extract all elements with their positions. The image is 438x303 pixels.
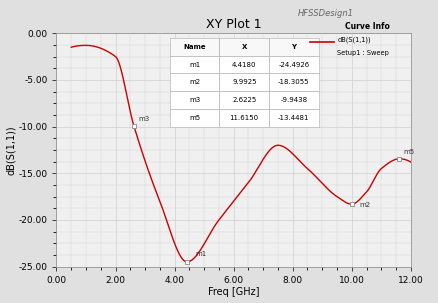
Text: m1: m1 [196, 251, 207, 257]
Text: Curve Info: Curve Info [346, 22, 390, 32]
Text: dB(S(1,1)): dB(S(1,1)) [337, 37, 371, 44]
Title: XY Plot 1: XY Plot 1 [206, 18, 261, 31]
Text: HFSSDesign1: HFSSDesign1 [298, 9, 354, 18]
Text: m2: m2 [359, 202, 370, 208]
Y-axis label: dB(S(1,1)): dB(S(1,1)) [6, 125, 16, 175]
Text: Setup1 : Sweep: Setup1 : Sweep [337, 50, 389, 56]
Text: m5: m5 [404, 149, 415, 155]
Text: m3: m3 [138, 116, 150, 122]
X-axis label: Freq [GHz]: Freq [GHz] [208, 288, 259, 298]
